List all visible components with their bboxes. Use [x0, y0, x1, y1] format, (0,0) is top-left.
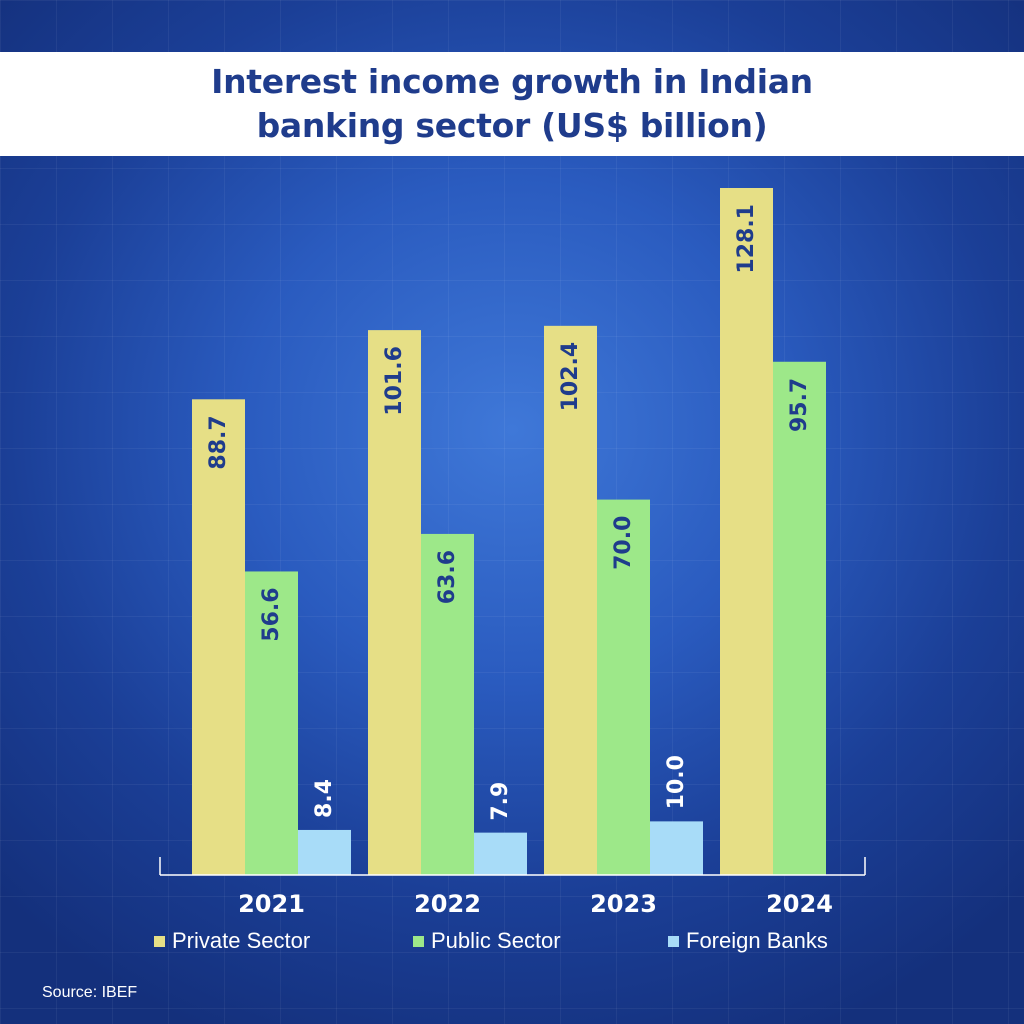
data-label-public-sector-2021: 56.6 [259, 587, 284, 641]
data-label-public-sector-2023: 70.0 [611, 516, 636, 570]
data-label-foreign-banks-2022: 7.9 [488, 782, 513, 821]
legend-swatch-foreign-banks [668, 935, 679, 947]
chart-title-line-1: Interest income growth in Indian [211, 62, 813, 101]
title-band: Interest income growth in Indian banking… [0, 52, 1024, 156]
legend-item-public-sector: Public Sector [413, 928, 561, 954]
bar-private-sector-2021 [192, 399, 245, 875]
bar-public-sector-2021 [245, 571, 298, 875]
bar-foreign-banks-2021 [298, 829, 351, 875]
data-label-private-sector-2021: 88.7 [206, 415, 231, 469]
x-tick-label-2024: 2024 [766, 890, 833, 918]
legend-label-private-sector: Private Sector [172, 928, 311, 953]
data-label-private-sector-2024: 128.1 [734, 204, 759, 274]
x-tick-label-2022: 2022 [414, 890, 481, 918]
bar-private-sector-2023 [544, 325, 597, 875]
bar-foreign-banks-2022 [474, 832, 527, 875]
data-label-public-sector-2024: 95.7 [787, 378, 812, 432]
legend-swatch-private-sector [154, 935, 165, 947]
legend: Private Sector Public Sector Foreign Ban… [0, 928, 1024, 962]
data-label-foreign-banks-2021: 8.4 [312, 779, 337, 818]
bar-public-sector-2024 [773, 361, 826, 876]
legend-label-public-sector: Public Sector [431, 928, 561, 953]
legend-swatch-public-sector [413, 935, 424, 947]
legend-item-foreign-banks: Foreign Banks [668, 928, 828, 954]
x-tick-label-2023: 2023 [590, 890, 657, 918]
chart-title-line-2: banking sector (US$ billion) [256, 106, 768, 145]
x-tick-label-2021: 2021 [238, 890, 305, 918]
data-label-foreign-banks-2023: 10.0 [664, 755, 689, 809]
source-note: Source: IBEF [42, 984, 138, 1001]
bar-public-sector-2022 [421, 533, 474, 875]
bar-private-sector-2024 [720, 188, 773, 875]
data-label-public-sector-2022: 63.6 [435, 550, 460, 604]
legend-item-private-sector: Private Sector [154, 928, 310, 954]
bar-foreign-banks-2023 [650, 821, 703, 875]
data-label-private-sector-2022: 101.6 [382, 346, 407, 416]
legend-label-foreign-banks: Foreign Banks [686, 928, 828, 953]
bar-private-sector-2022 [368, 330, 421, 875]
bar-public-sector-2023 [597, 499, 650, 875]
data-label-private-sector-2023: 102.4 [558, 342, 583, 412]
